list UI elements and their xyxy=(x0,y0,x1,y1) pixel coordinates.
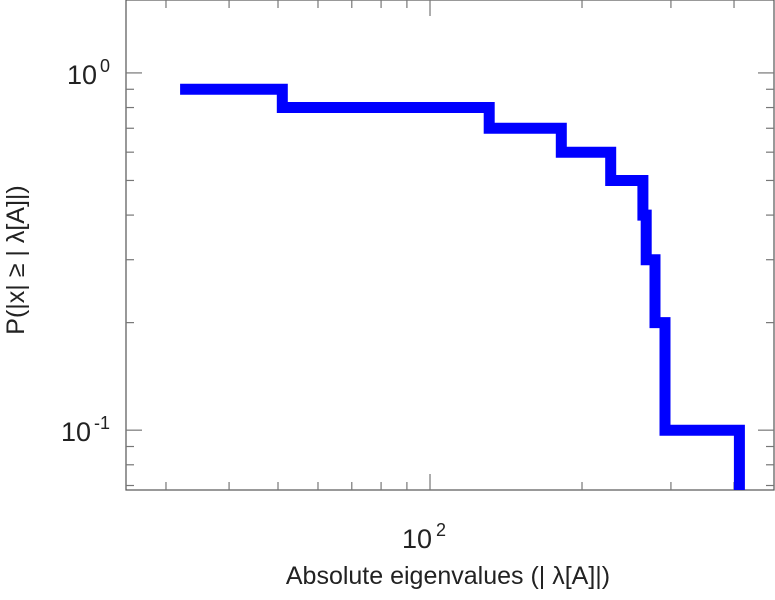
tick-labels: 10 2 10 0 10 -1 xyxy=(61,56,446,554)
y-tick-label: 10 0 xyxy=(67,56,110,90)
y-tick-label: 10 -1 xyxy=(61,413,110,447)
minor-ticks xyxy=(126,0,774,490)
x-tick-label: 10 2 xyxy=(402,520,446,554)
x-axis-label: Absolute eigenvalues (| λ[A]|) xyxy=(286,562,610,590)
series-line xyxy=(180,83,745,490)
plot-frame xyxy=(125,0,775,491)
y-axis-label: P(|x| ≥ | λ[A]|) xyxy=(2,185,30,334)
series-layer xyxy=(180,83,745,490)
